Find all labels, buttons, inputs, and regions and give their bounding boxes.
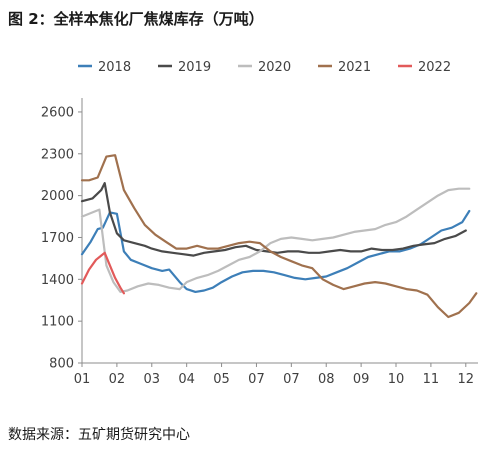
legend-label-2019: 2019: [178, 60, 211, 75]
chart-title: 图 2：全样本焦化厂焦煤库存（万吨）: [8, 10, 264, 28]
legend-label-2018: 2018: [98, 60, 131, 75]
series-line-2020: [80, 187, 471, 293]
y-tick-label: 800: [49, 357, 74, 372]
x-tick-label: 05: [213, 372, 230, 387]
y-tick-label: 1400: [41, 273, 74, 288]
x-tick-label: 09: [353, 372, 370, 387]
y-tick-label: 1700: [41, 231, 74, 246]
series-line-2019: [80, 182, 467, 257]
x-tick-label: 03: [144, 372, 161, 387]
series-line-2021: [80, 154, 478, 319]
legend-label-2022: 2022: [418, 60, 451, 75]
y-tick-label: 2000: [41, 189, 74, 204]
x-tick-label: 07: [248, 372, 265, 387]
series-line-2022: [80, 251, 126, 295]
legend: 2018 2019 2020 2021 2022: [78, 60, 451, 75]
x-tick-label: 02: [109, 372, 126, 387]
x-tick-label: 07: [283, 372, 300, 387]
y-tick-label: 2600: [41, 105, 74, 120]
x-tick-label: 11: [423, 372, 440, 387]
y-tick-label: 2300: [41, 147, 74, 162]
x-tick-label: 12: [458, 372, 475, 387]
legend-label-2021: 2021: [338, 60, 371, 75]
series-line-2018: [80, 209, 471, 293]
series-lines: [80, 154, 478, 319]
x-tick-label: 01: [74, 372, 91, 387]
x-tick-label: 10: [388, 372, 405, 387]
x-tick-label: 08: [318, 372, 335, 387]
y-tick-label: 1100: [41, 315, 74, 330]
x-tick-label: 04: [178, 372, 195, 387]
axes: 800 1100 1400 1700 2000 2300 2600 01 02 03 04 05 07 0…: [41, 98, 478, 387]
source-note: 数据来源：五矿期货研究中心: [8, 427, 190, 443]
legend-label-2020: 2020: [258, 60, 291, 75]
